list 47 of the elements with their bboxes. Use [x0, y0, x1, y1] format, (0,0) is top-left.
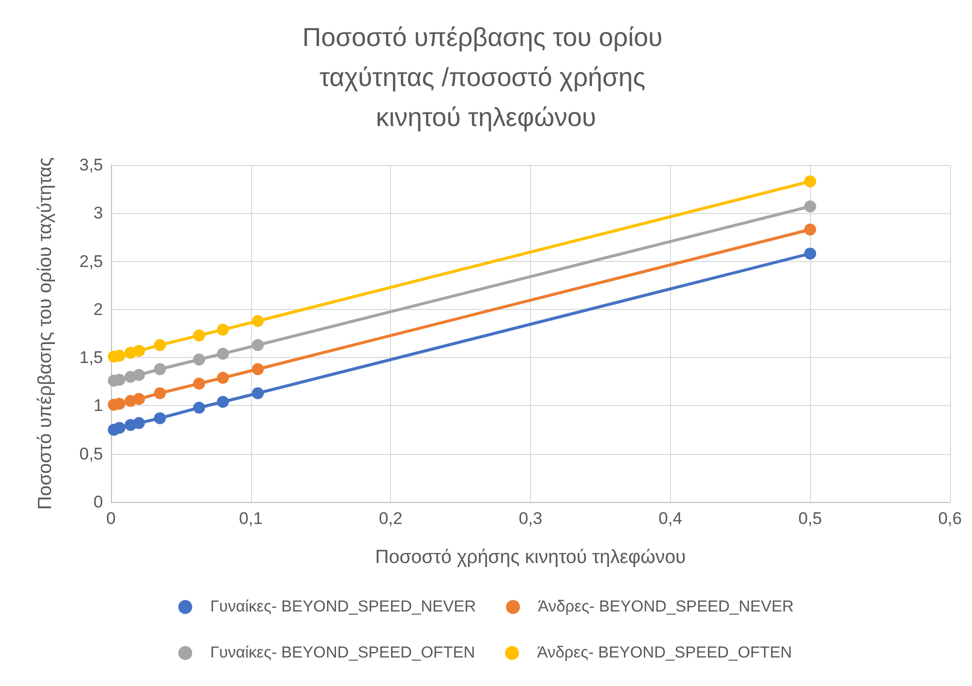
- x-axis-title: Ποσοστό χρήσης κινητού τηλεφώνου: [375, 547, 686, 568]
- point: [193, 329, 206, 342]
- point: [216, 372, 229, 384]
- point: [154, 387, 166, 400]
- y-tick-label: 0,5: [79, 444, 103, 464]
- point: [804, 224, 816, 236]
- point: [252, 387, 264, 400]
- point: [804, 200, 816, 212]
- legend-label: Άνδρες- BEYOND_SPEED_OFTEN: [537, 644, 792, 662]
- point: [154, 412, 166, 424]
- legend-label: Άνδρες- BEYOND_SPEED_NEVER: [538, 598, 794, 616]
- x-tick-label: 0,3: [518, 509, 542, 528]
- y-tick-label: 3: [94, 204, 103, 223]
- x-tick-label: 0,4: [658, 509, 682, 528]
- point: [193, 402, 206, 414]
- point: [193, 378, 206, 390]
- point: [113, 422, 126, 434]
- x-tick-label: 0: [106, 509, 116, 528]
- y-tick-label: 1,5: [79, 348, 103, 368]
- point: [252, 363, 264, 376]
- point: [252, 339, 264, 352]
- point: [216, 348, 229, 360]
- point: [154, 363, 166, 376]
- y-tick-label: 0: [94, 492, 103, 512]
- legend-label: Γυναίκες- BEYOND_SPEED_OFTEN: [210, 644, 476, 662]
- x-tick-label: 0,2: [378, 509, 402, 528]
- point: [154, 339, 166, 352]
- y-tick-label: 3,5: [79, 156, 103, 174]
- y-tick-label: 2,5: [79, 252, 103, 271]
- point: [132, 368, 145, 381]
- point: [216, 396, 229, 408]
- x-tick-label: 0,6: [938, 509, 962, 528]
- point: [804, 248, 816, 260]
- point: [216, 324, 229, 336]
- point: [132, 417, 145, 430]
- legend-label: Γυναίκες- BEYOND_SPEED_NEVER: [210, 598, 476, 616]
- point: [132, 392, 145, 405]
- chart-title: Ποσοστό υπέρβασης του ορίου ταχύτητας /ποσοστό χρήσης κινητού τηλεφώνου: [302, 22, 670, 132]
- point: [252, 314, 264, 327]
- x-tick-label: 0,5: [798, 509, 822, 528]
- x-tick-label: 0,1: [239, 509, 263, 528]
- y-axis-title: Ποσοστό υπέρβασης του ορίου ταχύτητας: [35, 157, 56, 510]
- y-tick-label: 1: [94, 396, 103, 416]
- point: [132, 344, 145, 357]
- point: [193, 354, 206, 366]
- point: [804, 175, 816, 188]
- y-tick-label: 2: [94, 300, 103, 319]
